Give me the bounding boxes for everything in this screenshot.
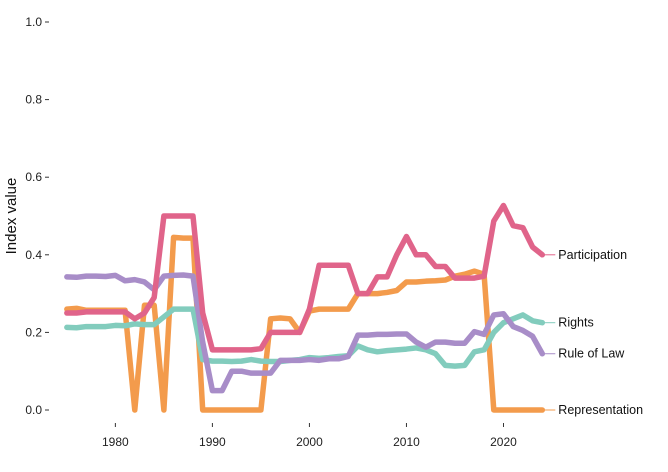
y-tick-label: 0.2 xyxy=(25,325,42,339)
series-direct-labels: Representation Participation Rights Rule of… xyxy=(544,248,643,417)
y-tick-label: 0.6 xyxy=(25,170,42,184)
y-axis: 0.0 0.2 0.4 0.6 0.8 1.0 xyxy=(25,15,49,417)
x-axis: 1980 1990 2000 2010 2020 xyxy=(102,423,517,449)
x-tick-label: 1990 xyxy=(199,435,226,449)
x-tick-label: 2020 xyxy=(490,435,517,449)
y-tick-label: 0.8 xyxy=(25,93,42,107)
series-label-rule-of-law: Rule of Law xyxy=(558,347,625,361)
x-tick-label: 2000 xyxy=(296,435,323,449)
series-label-representation: Representation xyxy=(558,403,643,417)
series-line-participation xyxy=(64,202,546,353)
x-tick-label: 2010 xyxy=(393,435,420,449)
x-tick-label: 1980 xyxy=(102,435,129,449)
y-axis-title: Index value xyxy=(3,178,20,255)
series-label-rights: Rights xyxy=(558,316,593,330)
y-tick-label: 0.0 xyxy=(25,403,42,417)
series-lines xyxy=(64,202,546,413)
y-tick-label: 1.0 xyxy=(25,15,42,29)
y-tick-label: 0.4 xyxy=(25,248,42,262)
series-label-participation: Participation xyxy=(558,248,627,262)
series-line-rule-of-law xyxy=(64,272,546,394)
